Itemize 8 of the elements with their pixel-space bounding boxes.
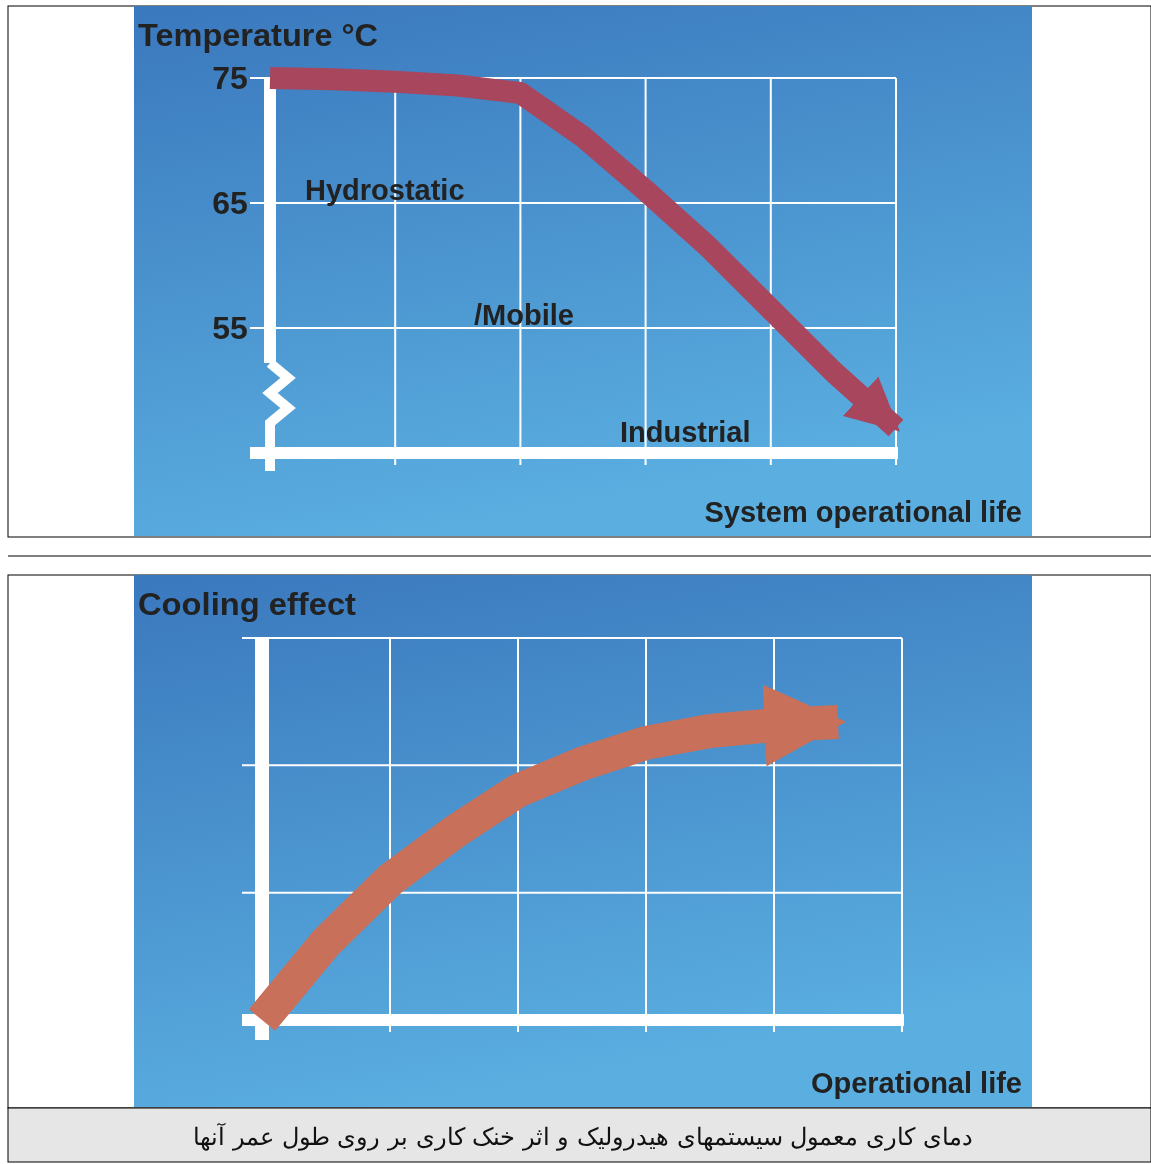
x-axis-title: Operational life <box>810 1067 1022 1099</box>
y-tick-label: 75 <box>212 60 248 97</box>
text: دمای کاری معمول سیستمهای هیدرولیک و اثر خنک کاری بر روی طول عمر آنها <box>193 1122 973 1151</box>
y-tick-label: 65 <box>212 185 248 222</box>
x-axis-title: System operational life <box>704 496 1022 528</box>
y-axis-title: Cooling effect <box>138 586 357 622</box>
y-tick-label: 55 <box>212 310 248 347</box>
y-axis-title: Temperature °C <box>138 17 378 53</box>
